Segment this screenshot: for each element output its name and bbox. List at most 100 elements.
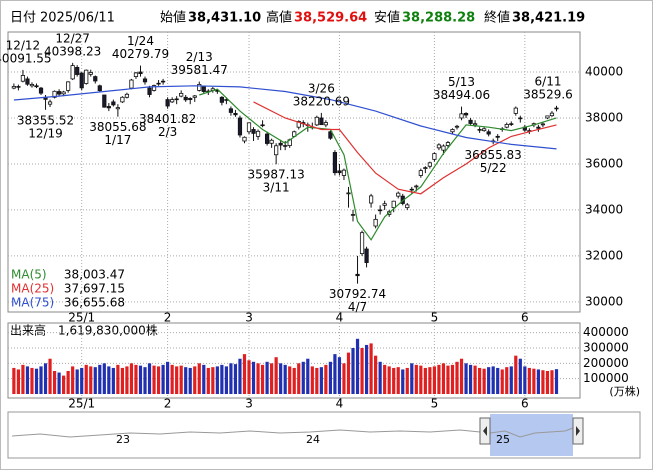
navigator-label: 23 — [116, 433, 130, 446]
candle-body — [382, 203, 387, 206]
volume-bar — [405, 367, 409, 394]
candle-body — [201, 86, 206, 92]
volume-bar — [116, 364, 120, 394]
volume-bar — [34, 368, 39, 394]
candle-body — [427, 162, 432, 167]
candle-body — [133, 72, 139, 77]
x-tick-label: 25/1 — [68, 397, 95, 411]
legend-value: 38,003.47 — [64, 268, 125, 282]
volume-bar — [43, 363, 48, 394]
candle-body — [111, 101, 116, 106]
header-value: 38,529.64 — [294, 11, 367, 26]
y-tick-label: 36000 — [585, 156, 623, 170]
annotation-value: 39581.47 — [171, 63, 228, 77]
candle-body — [97, 85, 102, 92]
volume-bar — [98, 364, 102, 394]
price-panel — [7, 31, 581, 313]
volume-bar — [84, 364, 88, 394]
candle-body — [486, 131, 491, 135]
volume-bar — [545, 371, 550, 394]
volume-bar — [527, 367, 531, 394]
candle-body — [477, 129, 482, 131]
candle-body — [314, 116, 319, 126]
volume-bar — [518, 358, 522, 394]
volume-bar — [514, 355, 518, 394]
annotation-date: 4/7 — [348, 300, 367, 314]
annotation-date: 12/27 — [55, 31, 90, 45]
navigator[interactable]: 23 24 25 — [7, 411, 641, 459]
annotation-date: 5/22 — [480, 161, 507, 175]
annotation-value: 40279.79 — [112, 47, 169, 61]
volume-bar — [351, 348, 355, 394]
volume-bar — [247, 360, 251, 394]
volume-total: 1,619,830,000株 — [58, 323, 158, 338]
candle-body — [323, 122, 328, 126]
candle-body — [296, 121, 301, 128]
candle-body — [264, 133, 270, 144]
candle-body — [405, 204, 410, 209]
annotation-value: 38220.69 — [293, 94, 350, 108]
volume-bar — [129, 363, 134, 394]
candle-body — [142, 78, 148, 83]
handle-arrow — [483, 426, 487, 436]
candle-body — [423, 167, 428, 169]
x-tick-label: 4 — [336, 311, 344, 325]
annotation-value: 38401.82 — [139, 112, 196, 126]
candle-body — [378, 209, 383, 212]
candle-body — [129, 79, 134, 89]
volume-bar — [224, 366, 228, 394]
volume-bar — [496, 367, 500, 394]
volume-bar — [125, 366, 129, 394]
volume-bar — [66, 371, 70, 394]
volume-bar — [147, 363, 152, 394]
candle-body — [445, 142, 451, 146]
y-tick-label: 38000 — [585, 110, 623, 124]
candle-body — [47, 101, 53, 105]
volume-bar — [315, 367, 319, 394]
candle-body — [219, 96, 224, 103]
volume-tick-label: 200000 — [583, 356, 629, 370]
candle-body — [147, 87, 152, 95]
volume-bar — [383, 364, 387, 394]
candle-body — [56, 91, 62, 95]
candle-body — [545, 115, 550, 119]
legend-value: 36,655.68 — [64, 296, 125, 310]
volume-bar — [143, 367, 147, 394]
x-tick-label: 3 — [245, 397, 253, 411]
candle-body — [188, 98, 193, 100]
candle-body — [396, 192, 401, 197]
header-label: 高値 — [266, 10, 292, 26]
candle-body — [468, 119, 473, 124]
candle-body — [368, 195, 374, 204]
candle-body — [93, 76, 98, 82]
candle-body — [84, 69, 89, 84]
volume-bar — [346, 352, 351, 394]
annotation-value: 38055.68 — [89, 120, 146, 134]
volume-bar — [459, 358, 464, 394]
volume-bar — [455, 361, 459, 394]
volume-bar — [523, 366, 527, 394]
volume-bar — [48, 358, 52, 394]
x-tick-label: 4 — [336, 397, 344, 411]
volume-bar — [197, 363, 201, 394]
volume-bar — [292, 367, 296, 394]
volume-bar — [270, 363, 274, 394]
candle-body — [79, 72, 84, 89]
volume-bar — [71, 366, 75, 394]
ma-line — [199, 88, 557, 241]
volume-bar — [437, 364, 441, 394]
candle-body — [373, 218, 378, 227]
volume-bar — [550, 370, 554, 394]
candle-body — [337, 170, 342, 174]
candle-body — [409, 188, 414, 191]
y-tick-label: 32000 — [585, 248, 623, 262]
navigator-selection[interactable] — [490, 414, 573, 456]
candle-body — [251, 129, 256, 134]
volume-bar — [342, 363, 346, 394]
volume-bar — [260, 364, 265, 394]
volume-bar — [536, 369, 540, 394]
volume-bar — [93, 367, 97, 394]
candle-body — [228, 108, 234, 113]
volume-bar — [265, 361, 269, 394]
legend-name: MA(75) — [11, 296, 54, 310]
